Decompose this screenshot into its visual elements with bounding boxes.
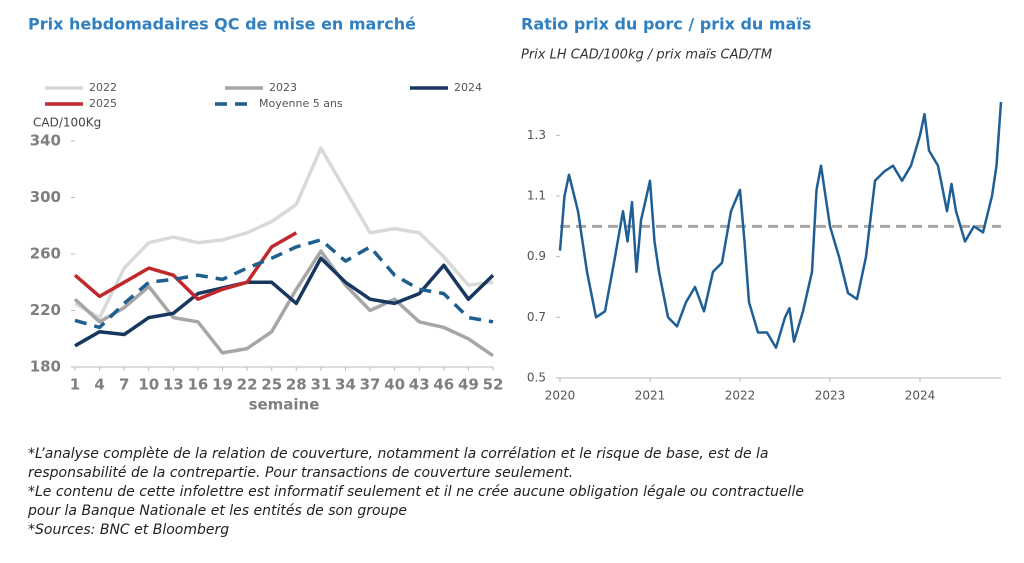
x-tick-label: 22 <box>237 376 258 394</box>
y-tick-label: 0.7 <box>527 310 546 324</box>
x-tick-label: 40 <box>384 376 405 394</box>
data-line <box>73 231 298 301</box>
y-tick-label: 0.9 <box>527 249 546 263</box>
footnote: *L’analyse complète de la relation de co… <box>28 446 769 462</box>
x-tick-label: 10 <box>138 376 159 394</box>
y-tick-label: 300 <box>30 188 61 206</box>
x-tick-label: 46 <box>433 376 454 394</box>
x-tick-label: 52 <box>483 376 504 394</box>
data-line <box>73 249 494 358</box>
x-tick-label: 16 <box>188 376 209 394</box>
footnote: *Le contenu de cette infolettre est info… <box>28 484 804 500</box>
x-tick-label: 2024 <box>905 389 936 403</box>
chart-title: Ratio prix du porc / prix du maïs <box>521 15 811 34</box>
data-line <box>74 256 495 348</box>
footnote: *Sources: BNC et Bloomberg <box>28 522 230 538</box>
y-tick-label: 1.1 <box>527 189 546 203</box>
x-tick-label: 7 <box>119 376 129 394</box>
x-axis-label: semaine <box>249 396 320 414</box>
footnote: responsabilité de la contrepartie. Pour … <box>28 465 574 481</box>
x-tick-label: 49 <box>458 376 479 394</box>
x-tick-label: 2020 <box>545 389 576 403</box>
x-tick-label: 19 <box>212 376 233 394</box>
legend-label: Moyenne 5 ans <box>259 97 343 110</box>
y-tick-label: 180 <box>30 358 61 376</box>
x-tick-label: 34 <box>335 376 356 394</box>
y-axis-label: CAD/100Kg <box>33 116 101 130</box>
x-tick-label: 28 <box>286 376 307 394</box>
x-tick-label: 4 <box>94 376 104 394</box>
x-tick-label: 1 <box>70 376 80 394</box>
legend-label: 2025 <box>89 97 117 110</box>
x-tick-label: 2021 <box>635 389 666 403</box>
legend-label: 2024 <box>454 81 482 94</box>
chart-subtitle: Prix LH CAD/100kg / prix maïs CAD/TM <box>521 48 772 63</box>
data-line <box>74 146 494 320</box>
chart-title: Prix hebdomadaires QC de mise en marché <box>28 15 416 34</box>
data-line <box>558 101 1003 349</box>
y-tick-label: 260 <box>30 245 61 263</box>
legend-label: 2022 <box>89 81 117 94</box>
x-tick-label: 2023 <box>815 389 846 403</box>
x-tick-label: 31 <box>310 376 331 394</box>
x-tick-label: 2022 <box>725 389 756 403</box>
x-tick-label: 37 <box>360 376 381 394</box>
legend-label: 2023 <box>269 81 297 94</box>
x-tick-label: 43 <box>409 376 430 394</box>
x-tick-label: 25 <box>261 376 282 394</box>
charts: Prix hebdomadaires QC de mise en marché C… <box>28 15 1003 414</box>
data-line <box>74 238 494 330</box>
y-tick-label: 340 <box>30 132 61 150</box>
y-tick-label: 1.3 <box>527 128 546 142</box>
footnote: pour la Banque Nationale et les entités … <box>28 503 407 519</box>
x-tick-label: 13 <box>163 376 184 394</box>
y-tick-label: 220 <box>30 301 61 319</box>
y-tick-label: 0.5 <box>527 371 546 385</box>
